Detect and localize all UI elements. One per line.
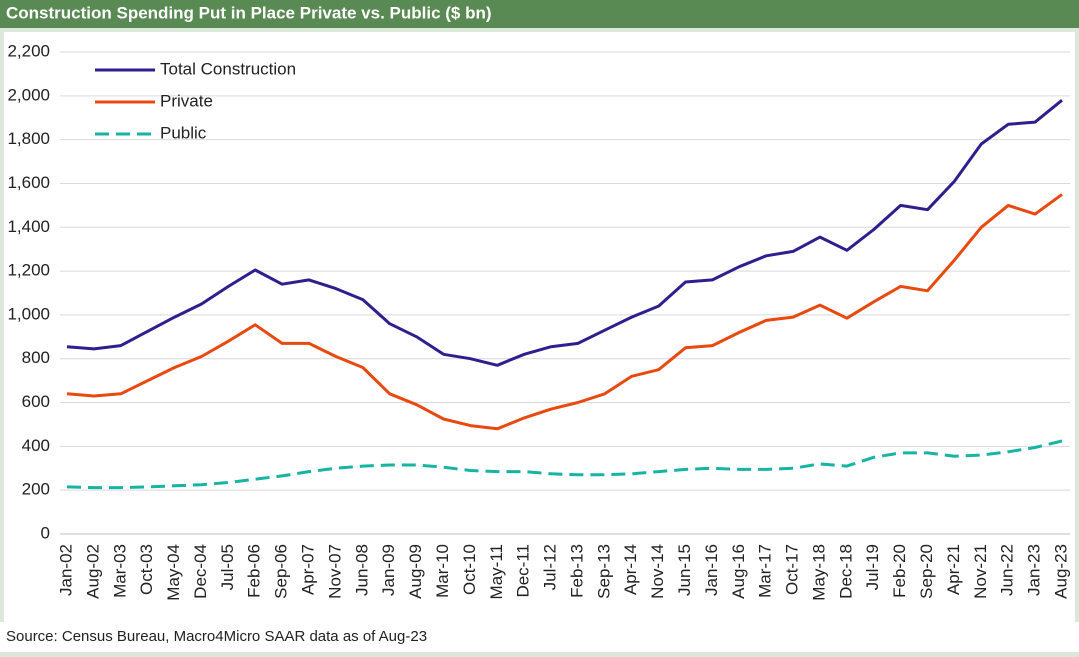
x-tick-label: Sep-13: [594, 544, 613, 599]
x-tick-label: Jul-12: [541, 544, 560, 590]
x-tick-label: Jun-22: [998, 544, 1017, 596]
chart-title: Construction Spending Put in Place Priva…: [6, 3, 492, 22]
x-tick-label: Oct-10: [460, 544, 479, 595]
legend-label: Total Construction: [160, 59, 296, 78]
x-tick-label: Mar-03: [110, 544, 129, 598]
x-tick-label: Jul-19: [863, 544, 882, 590]
x-tick-label: Nov-07: [325, 544, 344, 599]
y-tick-label: 600: [22, 392, 50, 411]
x-tick-label: Jan-02: [56, 544, 75, 596]
x-tick-label: Aug-16: [729, 544, 748, 599]
x-tick-label: Jan-16: [702, 544, 721, 596]
y-tick-label: 2,200: [7, 41, 50, 60]
x-tick-label: Mar-10: [433, 544, 452, 598]
legend-label: Private: [160, 91, 213, 110]
y-tick-label: 1,600: [7, 173, 50, 192]
x-tick-label: Dec-18: [836, 544, 855, 599]
legend-label: Public: [160, 123, 207, 142]
footer-background: [0, 622, 1079, 652]
plot-background: [4, 32, 1075, 622]
y-tick-label: 1,200: [7, 261, 50, 280]
title-bar: [0, 0, 1079, 28]
x-tick-label: May-04: [164, 544, 183, 601]
x-tick-label: Feb-20: [890, 544, 909, 598]
x-tick-label: Apr-21: [944, 544, 963, 595]
x-tick-label: Feb-06: [245, 544, 264, 598]
y-tick-label: 400: [22, 436, 50, 455]
x-tick-label: Jun-15: [675, 544, 694, 596]
y-tick-label: 0: [41, 523, 50, 542]
x-tick-label: Aug-23: [1051, 544, 1070, 599]
x-tick-label: Nov-14: [648, 544, 667, 599]
x-tick-label: Nov-21: [971, 544, 990, 599]
x-tick-label: May-18: [809, 544, 828, 601]
x-tick-label: Sep-06: [272, 544, 291, 599]
x-tick-label: Dec-11: [514, 544, 533, 598]
x-tick-label: Jun-08: [352, 544, 371, 596]
x-tick-label: Jan-23: [1025, 544, 1044, 596]
x-tick-label: Aug-02: [83, 544, 102, 599]
x-tick-label: Dec-04: [191, 544, 210, 599]
y-tick-label: 200: [22, 480, 50, 499]
x-tick-label: May-11: [487, 544, 506, 599]
y-tick-label: 800: [22, 348, 50, 367]
y-tick-label: 2,000: [7, 85, 50, 104]
x-tick-label: Mar-17: [756, 544, 775, 598]
x-tick-label: Feb-13: [567, 544, 586, 598]
x-tick-label: Aug-09: [406, 544, 425, 599]
x-tick-label: Oct-17: [783, 544, 802, 595]
y-tick-label: 1,400: [7, 217, 50, 236]
source-note: Source: Census Bureau, Macro4Micro SAAR …: [6, 628, 427, 645]
y-tick-label: 1,000: [7, 304, 50, 323]
x-tick-label: Apr-07: [299, 544, 318, 595]
series-line: [66, 193, 1063, 431]
x-tick-label: Jul-05: [218, 544, 237, 590]
x-tick-label: Jan-09: [379, 544, 398, 596]
x-tick-label: Sep-20: [917, 544, 936, 599]
x-tick-label: Oct-03: [137, 544, 156, 595]
x-tick-label: Apr-14: [621, 544, 640, 595]
y-tick-label: 1,800: [7, 129, 50, 148]
series-line: [66, 99, 1063, 367]
